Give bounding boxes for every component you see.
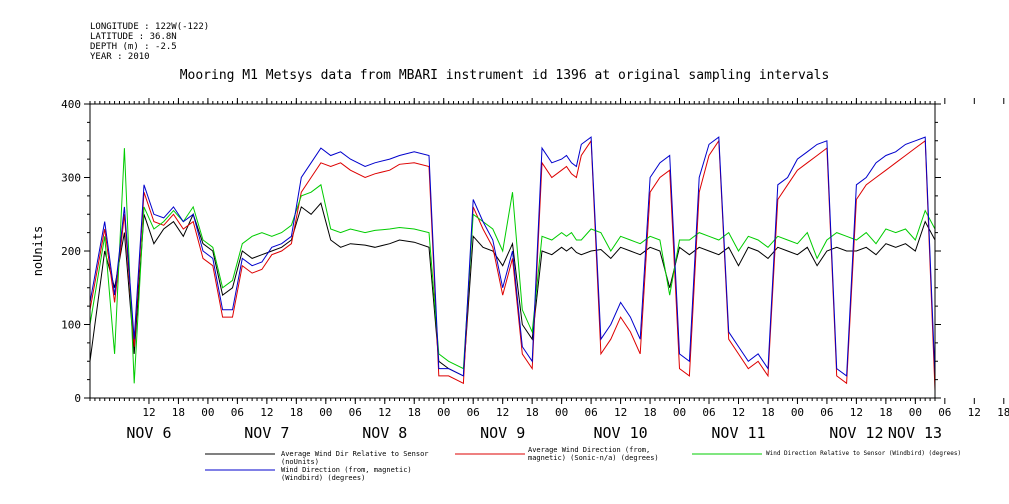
y-tick-label: 100 <box>61 319 81 332</box>
legend-label-4: Wind Direction (from, magnetic) (Windbir… <box>281 466 412 482</box>
x-tick-label: 06 <box>584 406 597 419</box>
x-tick-label: 00 <box>555 406 568 419</box>
x-tick-label: 00 <box>201 406 214 419</box>
day-label: NOV 11 <box>711 424 765 442</box>
x-tick-label: 12 <box>378 406 391 419</box>
x-tick-label: 00 <box>673 406 686 419</box>
latitude-label: LATITUDE : 36.8N <box>90 32 177 42</box>
x-tick-label: 12 <box>260 406 273 419</box>
x-tick-label: 12 <box>850 406 863 419</box>
x-tick-label: 18 <box>290 406 303 419</box>
y-axis-label: noUnits <box>31 226 45 277</box>
y-tick-label: 0 <box>74 392 81 405</box>
series-line-4 <box>89 136 936 377</box>
x-tick-label: 18 <box>408 406 421 419</box>
y-tick-label: 400 <box>61 98 81 111</box>
day-label: NOV 9 <box>480 424 525 442</box>
x-tick-label: 06 <box>231 406 244 419</box>
x-tick-label: 12 <box>968 406 981 419</box>
series-line-2 <box>89 139 936 391</box>
x-tick-label: 18 <box>643 406 656 419</box>
x-tick-label: 00 <box>437 406 450 419</box>
x-tick-label: 12 <box>142 406 155 419</box>
x-tick-label: 12 <box>614 406 627 419</box>
x-tick-label: 00 <box>791 406 804 419</box>
x-tick-label: 12 <box>496 406 509 419</box>
x-tick-label: 18 <box>761 406 774 419</box>
longitude-label: LONGITUDE : 122W(-122) <box>90 22 210 32</box>
day-label: NOV 8 <box>362 424 407 442</box>
legend-label-3: Wind Direction Relative to Sensor (Windb… <box>766 450 962 457</box>
day-label: NOV 6 <box>126 424 171 442</box>
day-label: NOV 7 <box>244 424 289 442</box>
x-tick-label: 18 <box>997 406 1009 419</box>
legend-label-2: Average Wind Direction (from, magnetic) … <box>528 446 659 462</box>
series-line-3 <box>89 148 936 384</box>
x-tick-label: 00 <box>909 406 922 419</box>
x-tick-label: 12 <box>732 406 745 419</box>
x-tick-label: 18 <box>172 406 185 419</box>
x-tick-label: 18 <box>879 406 892 419</box>
y-tick-label: 200 <box>61 245 81 258</box>
x-tick-label: 06 <box>820 406 833 419</box>
year-label: YEAR : 2010 <box>90 52 150 62</box>
series-line-1 <box>89 202 936 377</box>
x-tick-label: 00 <box>319 406 332 419</box>
day-label: NOV 13 <box>888 424 942 442</box>
x-tick-label: 06 <box>702 406 715 419</box>
day-label: NOV 10 <box>593 424 647 442</box>
x-tick-label: 06 <box>349 406 362 419</box>
x-tick-label: 18 <box>526 406 539 419</box>
chart-title: Mooring M1 Metsys data from MBARI instru… <box>179 68 830 83</box>
x-tick-label: 06 <box>467 406 480 419</box>
depth-label: DEPTH (m) : -2.5 <box>90 42 177 52</box>
day-label: NOV 12 <box>829 424 883 442</box>
legend-label-1: Average Wind Dir Relative to Sensor (noU… <box>281 450 429 466</box>
x-tick-label: 06 <box>938 406 951 419</box>
y-tick-label: 300 <box>61 172 81 185</box>
